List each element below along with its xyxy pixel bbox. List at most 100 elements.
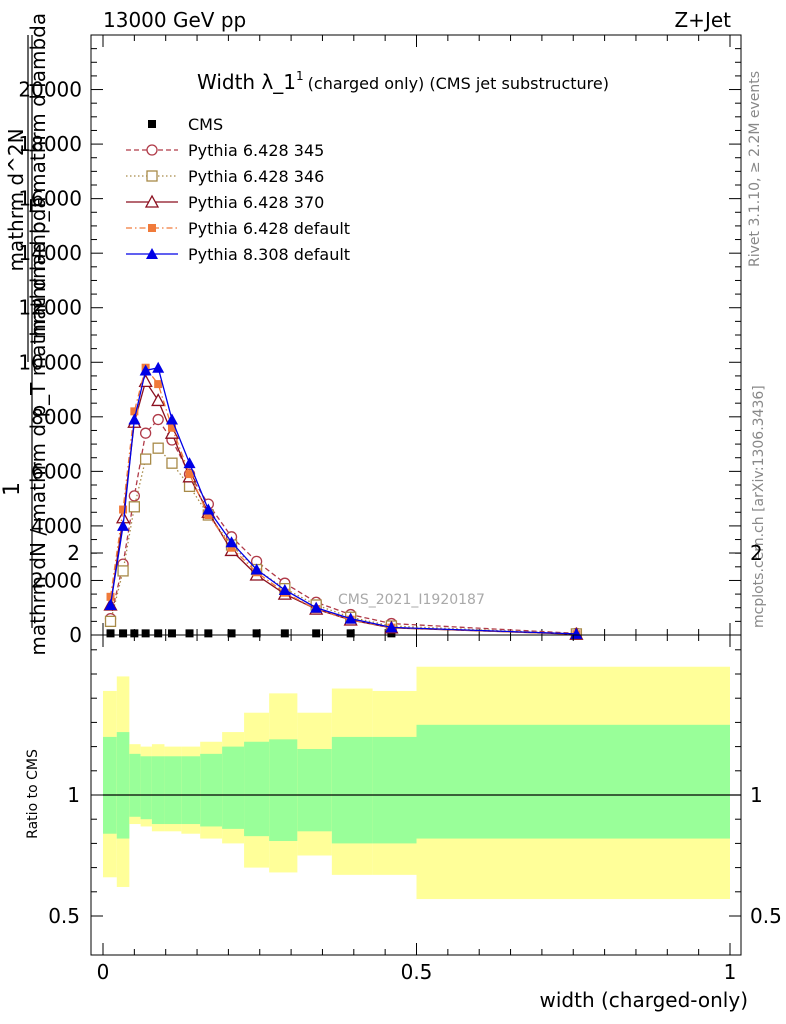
data-point [227,629,236,638]
inner-uncertainty-band [181,756,201,825]
data-point [278,584,291,595]
series-layer [103,361,584,640]
ratio-y-tick-label: 0.5 [48,904,80,928]
data-point [204,511,213,519]
inner-uncertainty-band [103,736,117,834]
process-label: Z+Jet [674,8,731,32]
y-tick-label: 10000 [18,350,82,374]
data-point [130,407,139,416]
legend-marker [144,194,160,208]
x-tick-label: 0 [97,960,110,984]
y-tick-label: 8000 [31,405,82,429]
data-point [167,423,176,432]
data-point [344,612,357,624]
y-tick-label: 4000 [31,514,82,538]
rivet-version-label: Rivet 3.1.10, ≥ 2.2M events [747,71,763,267]
legend-item: Pythia 6.428 346 [126,167,324,186]
inner-uncertainty-band [200,753,223,827]
data-point [165,413,178,425]
legend-item: CMS [148,115,223,134]
main-panel: 0 2000 4000 6000 8000 10000 12000 14000 16000 180… [18,34,742,647]
data-point [312,629,321,638]
ratio-y-tick-label: 2 [67,541,80,565]
data-point [128,501,141,513]
watermark: CMS_2021_I1920187 [338,592,485,608]
data-point [202,503,215,515]
data-point [152,442,164,454]
data-point [204,629,213,638]
legend-marker [148,224,156,232]
legend-label: Pythia 6.428 default [188,219,350,238]
ratio-y-tick-label-right: 0.5 [750,904,782,928]
data-point [154,380,163,389]
main-title-superscript: 1 [296,69,304,83]
inner-uncertainty-band [372,736,417,844]
data-point [119,629,128,638]
data-point [385,621,398,633]
data-point [152,413,164,426]
ratio-y-label: Ratio to CMS [25,749,41,839]
ratio-bands [103,666,741,900]
data-point [151,393,166,407]
data-point [185,470,194,479]
legend-label: Pythia 6.428 370 [188,193,324,212]
data-point [227,543,236,552]
data-point [252,629,261,638]
inner-uncertainty-band [116,732,130,839]
data-point [117,519,130,531]
inner-uncertainty-band [331,736,373,844]
ratio-x-axis: 0 0.5 1 [97,635,737,984]
y-tick-label: 12000 [18,296,82,320]
inner-uncertainty-band [164,756,182,825]
legend-item: Pythia 6.428 default [126,219,350,238]
y-label-denominator-2: mathrm d p_T mathrm d lambda [26,13,50,339]
data-point [138,374,153,388]
mcplots-label: mcplots.cern.ch [arXiv:1306.3436] [751,385,767,628]
data-point [128,413,141,425]
y-tick-label: 20000 [18,78,82,102]
legend-marker [146,144,158,156]
data-point [346,629,355,638]
data-point [167,629,176,638]
y-label-denominator-1: mathrm dN / mathrm d p_T mathrm d lambda [26,196,50,655]
data-point [139,427,152,439]
legend-item: Pythia 8.308 default [126,245,350,264]
inner-uncertainty-band [297,749,332,832]
y-label-numerator-2: mathrm d^2N [4,128,28,271]
x-tick-label: 1 [724,960,737,984]
main-title: Width λ_11 (charged only) (CMS jet substr… [197,69,609,94]
legend-label: Pythia 8.308 default [188,245,350,264]
inner-uncertainty-band [129,753,141,817]
data-point [154,629,163,638]
y-tick-label: 14000 [18,241,82,265]
legend-marker [148,120,156,128]
data-point [166,457,178,469]
energy-label: 13000 GeV pp [103,8,246,32]
legend-label: Pythia 6.428 346 [188,167,324,186]
ratio-y-tick-label-right: 1 [750,783,763,807]
x-axis-label: width (charged-only) [540,988,748,1012]
main-subtitle: (charged only) (CMS jet substructure) [308,74,609,93]
main-y-label: 1 mathrm dN / mathrm d p_T mathrm d lamb… [0,13,50,656]
data-point [225,536,238,548]
inner-uncertainty-band [416,724,730,839]
inner-uncertainty-band [244,741,270,837]
ratio-y-axis: 0.5 0.5 1 1 2 2 [48,541,782,928]
ratio-y-tick-label-right: 2 [750,541,763,565]
y-tick-label: 2000 [31,568,82,592]
data-point [152,361,165,373]
data-point [139,453,152,465]
legend-marker [146,170,158,182]
inner-uncertainty-band [151,756,165,825]
legend-marker [146,248,158,259]
ratio-panel: 0.5 0.5 1 1 2 2 0 0.5 1 Ratio to CMS width (cha… [25,541,782,1012]
data-point [104,615,117,628]
y-tick-label: 6000 [31,459,82,483]
series-line [109,447,577,635]
legend-item: Pythia 6.428 345 [126,141,324,160]
data-point [128,490,141,502]
data-point [185,629,194,638]
series-pythia-6-428-346 [104,442,583,640]
data-point [139,364,152,376]
